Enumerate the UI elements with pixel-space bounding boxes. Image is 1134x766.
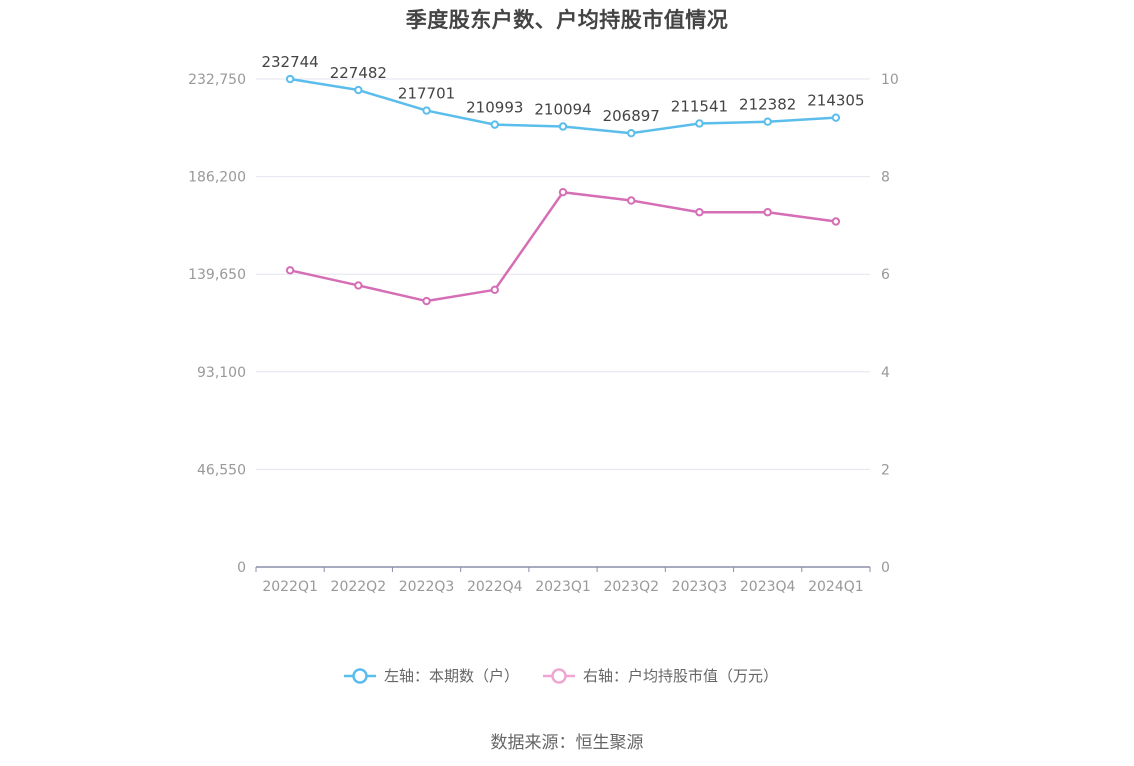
left-axis-tick-label: 93,100 xyxy=(197,365,246,381)
data-point xyxy=(627,129,636,138)
legend-left-label: 左轴：本期数（户） xyxy=(384,667,519,685)
left-axis-tick-label: 186,200 xyxy=(188,170,246,186)
x-axis-tick-label: 2023Q2 xyxy=(603,579,659,595)
data-point xyxy=(354,85,363,95)
data-point xyxy=(695,119,704,128)
x-axis-tick-label: 2023Q1 xyxy=(535,579,591,595)
right-axis-tick-label: 4 xyxy=(881,365,890,381)
x-axis-tick-label: 2023Q3 xyxy=(672,579,728,595)
data-point xyxy=(422,296,431,306)
data-point xyxy=(285,266,295,275)
left-axis-tick-label: 46,550 xyxy=(197,462,246,478)
legend-right-label: 右轴：户均持股市值（万元） xyxy=(583,667,778,685)
data-point xyxy=(285,74,295,84)
data-label: 232744 xyxy=(261,53,318,71)
chart-title: 季度股东户数、户均持股市值情况 xyxy=(405,8,729,32)
right-axis-tick-label: 6 xyxy=(881,267,890,283)
data-label: 212382 xyxy=(739,96,796,114)
right-axis-tick-label: 0 xyxy=(881,560,890,576)
data-point xyxy=(558,122,568,131)
data-point xyxy=(627,196,636,205)
left-axis-tick-label: 0 xyxy=(237,560,246,576)
data-label: 214305 xyxy=(807,92,864,110)
x-axis-tick-label: 2022Q2 xyxy=(331,579,387,595)
data-label: 206897 xyxy=(603,107,660,125)
data-point xyxy=(354,281,363,290)
data-point xyxy=(422,106,431,115)
data-point xyxy=(763,208,772,217)
data-label: 217701 xyxy=(398,85,455,103)
left-axis-tick-label: 232,750 xyxy=(188,72,246,88)
series-line-avg-value xyxy=(289,190,837,303)
legend-right-marker xyxy=(551,668,567,684)
right-axis-tick-label: 8 xyxy=(881,170,890,186)
data-point xyxy=(695,208,704,217)
data-point xyxy=(763,117,772,126)
data-label: 210993 xyxy=(466,99,523,117)
data-point xyxy=(831,217,841,226)
data-point xyxy=(558,188,568,197)
data-label: 227482 xyxy=(330,64,387,82)
data-point xyxy=(831,113,841,122)
x-axis-tick-label: 2022Q1 xyxy=(262,579,318,595)
x-axis-tick-label: 2023Q4 xyxy=(740,579,796,595)
right-axis-tick-label: 2 xyxy=(881,462,890,478)
data-label: 210094 xyxy=(534,101,591,119)
data-source: 数据来源：恒生聚源 xyxy=(490,733,644,753)
x-axis-tick-label: 2022Q3 xyxy=(399,579,455,595)
right-axis-tick-label: 10 xyxy=(881,72,899,88)
data-point xyxy=(490,120,499,129)
data-label: 211541 xyxy=(671,97,728,115)
left-axis-tick-label: 139,650 xyxy=(188,267,246,283)
x-axis-tick-label: 2024Q1 xyxy=(808,579,864,595)
x-axis-tick-label: 2022Q4 xyxy=(467,579,523,595)
data-point xyxy=(490,285,499,295)
legend-left-marker xyxy=(352,668,368,684)
